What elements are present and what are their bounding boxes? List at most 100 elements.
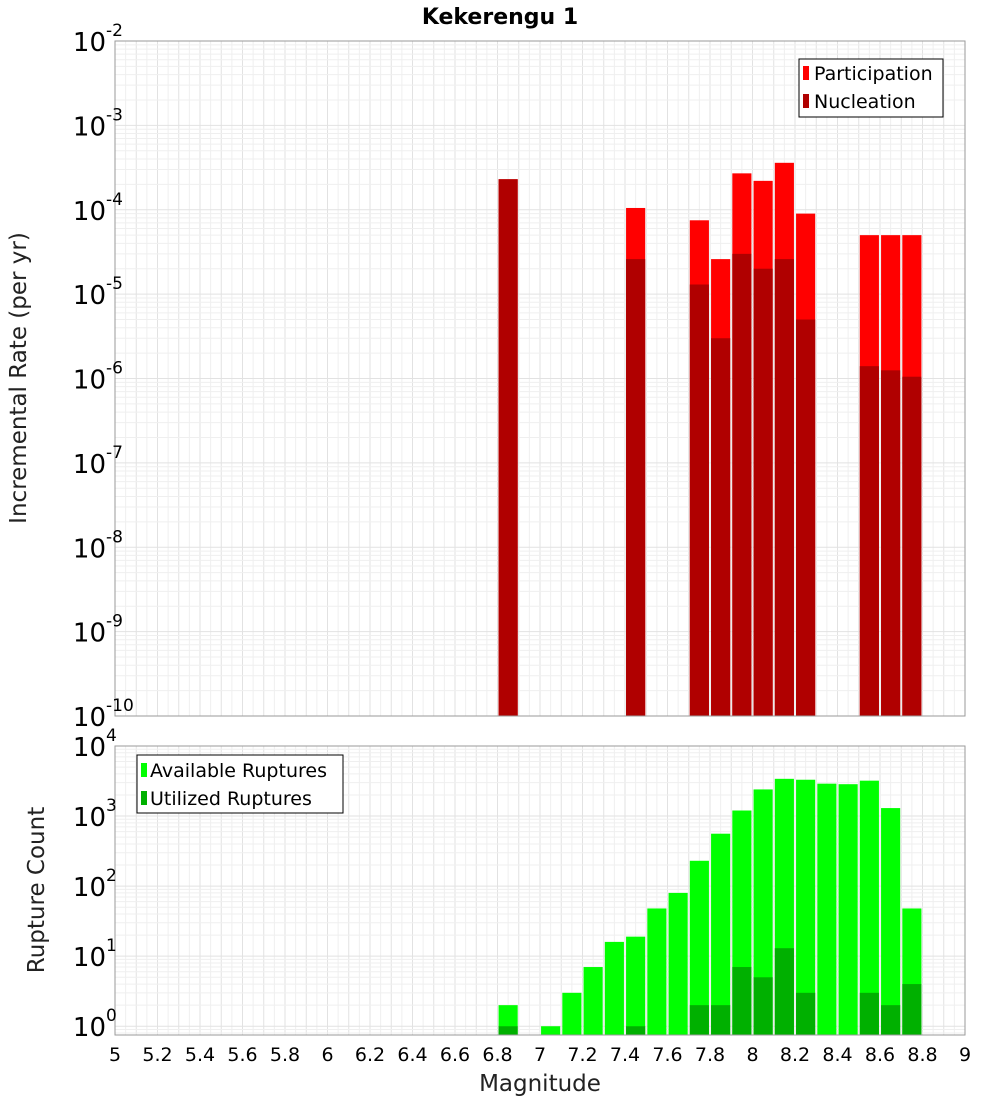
top-bar-nucleation	[711, 338, 731, 716]
top-bar-nucleation	[774, 259, 794, 716]
top-legend: Participation Nucleation	[798, 58, 944, 118]
top-y-tick-exponent: -8	[106, 527, 123, 547]
x-tick-label: 7.6	[652, 1044, 682, 1066]
bottom-y-tick-base: 10	[73, 803, 106, 833]
bottom-bar-available-ruptures	[711, 833, 731, 1035]
x-tick-label: 6.4	[397, 1044, 427, 1066]
bottom-bar-available-ruptures	[838, 784, 858, 1035]
top-y-tick-base: 10	[73, 450, 106, 480]
bottom-y-tick-base: 10	[73, 943, 106, 973]
legend-swatch-participation	[803, 66, 809, 80]
top-y-ticks: 10-210-310-410-510-610-710-810-910-10	[73, 21, 134, 733]
top-bar-nucleation	[626, 259, 646, 716]
x-tick-label: 5.8	[270, 1044, 300, 1066]
bottom-bar-utilized-ruptures	[626, 1026, 646, 1035]
bottom-y-tick: 10 1	[73, 936, 117, 973]
bottom-bar-utilized-ruptures	[881, 1005, 901, 1035]
x-tick-label: 7.2	[567, 1044, 597, 1066]
x-tick-label: 6.2	[355, 1044, 385, 1066]
bottom-bar-available-ruptures	[668, 892, 688, 1035]
bottom-bar-utilized-ruptures	[774, 948, 794, 1035]
bottom-bar-available-ruptures	[689, 860, 709, 1035]
top-y-tick-base: 10	[73, 534, 106, 564]
x-tick-label: 5.6	[227, 1044, 257, 1066]
bottom-y-tick: 10 0	[73, 1006, 117, 1043]
bottom-y-tick: 10 4	[73, 726, 117, 763]
bottom-bar-utilized-ruptures	[859, 992, 879, 1035]
bottom-bar-utilized-ruptures	[902, 984, 922, 1035]
x-tick-label: 6	[321, 1044, 333, 1066]
top-y-tick-exponent: -9	[106, 612, 123, 632]
bottom-plot-frame	[114, 745, 966, 1036]
bottom-y-tick-base: 10	[73, 733, 106, 763]
top-y-tick: 10 -9	[73, 612, 123, 649]
legend-label-participation: Participation	[814, 63, 933, 85]
legend-swatch-nucleation	[803, 94, 809, 108]
legend-label-nucleation: Nucleation	[814, 91, 916, 113]
bottom-legend: Available Ruptures Utilized Ruptures	[136, 754, 344, 814]
top-y-tick-base: 10	[73, 366, 106, 396]
top-legend-box	[798, 58, 944, 118]
bottom-bar-available-ruptures	[626, 936, 646, 1035]
top-y-tick-base: 10	[73, 703, 106, 733]
bottom-bar-utilized-ruptures	[711, 1005, 731, 1035]
bottom-bar-utilized-ruptures	[732, 967, 752, 1035]
bottom-y-tick: 10 2	[73, 866, 117, 903]
x-tick-label: 6.6	[440, 1044, 470, 1066]
bottom-bar-available-ruptures	[817, 783, 837, 1035]
top-y-tick: 10 -6	[73, 359, 123, 396]
bottom-y-tick-base: 10	[73, 873, 106, 903]
top-y-tick-base: 10	[73, 281, 106, 311]
bottom-bars	[498, 778, 922, 1035]
bottom-y-tick-exponent: 3	[106, 796, 117, 816]
x-tick-label: 6.8	[482, 1044, 512, 1066]
top-y-tick-exponent: -4	[106, 190, 123, 210]
x-tick-label: 8.2	[780, 1044, 810, 1066]
x-tick-label: 9	[959, 1044, 971, 1066]
top-plot-panel: 10-210-310-410-510-610-710-810-910-10 In…	[6, 21, 966, 733]
x-axis-label: Magnitude	[479, 1071, 601, 1097]
top-y-tick: 10 -8	[73, 527, 123, 564]
top-bar-nucleation	[753, 268, 773, 716]
top-bar-nucleation	[881, 370, 901, 716]
top-bar-nucleation	[902, 376, 922, 716]
x-tick-label: 5	[109, 1044, 121, 1066]
bottom-bar-available-ruptures	[881, 808, 901, 1035]
top-bar-nucleation	[689, 284, 709, 716]
top-y-tick-base: 10	[73, 619, 106, 649]
top-y-tick-exponent: -10	[106, 696, 134, 716]
legend-swatch-utilized	[141, 791, 147, 805]
top-y-tick: 10 -5	[73, 274, 123, 311]
top-y-tick-base: 10	[73, 197, 106, 227]
bottom-y-tick-exponent: 1	[106, 936, 117, 956]
bottom-bar-available-ruptures	[796, 779, 816, 1035]
top-y-tick: 10 -4	[73, 190, 123, 227]
top-y-axis-label: Incremental Rate (per yr)	[6, 232, 32, 524]
chart-title: Kekerengu 1	[422, 5, 578, 30]
top-y-tick-exponent: -2	[106, 21, 123, 41]
bottom-bar-utilized-ruptures	[753, 977, 773, 1035]
x-tick-label: 7.8	[695, 1044, 725, 1066]
x-tick-label: 8.4	[822, 1044, 852, 1066]
x-ticks: 5 5.2 5.4 5.6 5.8 6 6.2 6.4 6.6 6.8 7 7.2 7.4 7.6 7.8 8…	[109, 1044, 971, 1066]
bottom-bar-utilized-ruptures	[498, 1026, 518, 1035]
legend-label-utilized: Utilized Ruptures	[150, 788, 312, 810]
bottom-bar-utilized-ruptures	[796, 992, 816, 1035]
top-bar-nucleation	[498, 179, 518, 716]
bottom-y-tick-exponent: 0	[106, 1006, 117, 1026]
top-y-tick-exponent: -7	[106, 443, 123, 463]
bottom-bar-utilized-ruptures	[689, 1005, 709, 1035]
top-y-tick-base: 10	[73, 112, 106, 142]
x-tick-label: 5.4	[185, 1044, 215, 1066]
bottom-bar-available-ruptures	[753, 789, 773, 1035]
legend-swatch-available	[141, 763, 147, 777]
bottom-y-tick: 10 3	[73, 796, 117, 833]
bottom-bar-available-ruptures	[647, 908, 667, 1035]
bottom-bar-available-ruptures	[583, 967, 603, 1035]
top-plot-frame	[114, 40, 966, 717]
bottom-y-tick-base: 10	[73, 1013, 106, 1043]
top-y-tick-exponent: -3	[106, 105, 123, 125]
bottom-bar-available-ruptures	[541, 1026, 561, 1035]
x-tick-label: 7.4	[610, 1044, 640, 1066]
